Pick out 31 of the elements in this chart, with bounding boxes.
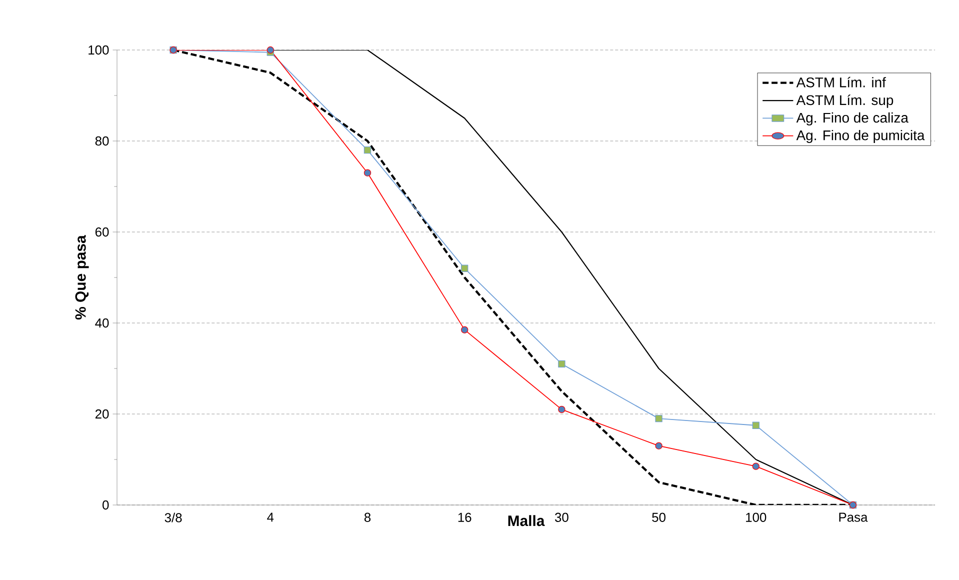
point (655, 442, 662, 450)
legend-label: Ag. Fino de caliza (796, 112, 908, 126)
x-tick-label: 50 (652, 512, 666, 522)
legend-label: Ag. Fino de pumicita (796, 130, 925, 144)
x-axis-title: Malla (508, 515, 545, 526)
x-tick-label: 8 (364, 512, 371, 522)
y-tick-label: 80 (95, 136, 109, 146)
point (364, 146, 372, 154)
point (461, 326, 468, 334)
y-axis-title: % Que pasa (75, 235, 89, 320)
x-tick-label: 4 (267, 512, 274, 522)
point (558, 360, 566, 368)
point (655, 414, 662, 422)
x-tick-label: 30 (554, 512, 568, 522)
x-tick-label: 16 (458, 512, 472, 522)
point (461, 264, 468, 272)
y-tick-label: 100 (88, 45, 109, 55)
point (364, 169, 372, 176)
y-tick-label: 60 (95, 227, 109, 237)
legend-label: ASTM Lím. sup (796, 94, 894, 108)
legend-label: ASTM Lím. inf (796, 76, 886, 88)
point (752, 462, 760, 470)
point (558, 406, 566, 414)
y-tick-label: 40 (95, 318, 109, 328)
x-tick-label: 100 (746, 512, 766, 522)
y-tick-label: 20 (95, 409, 109, 419)
y-tick-label: 0 (102, 500, 109, 510)
x-tick-label: 3/8 (164, 512, 182, 522)
x-tick-label: Pasa (839, 512, 868, 522)
point (266, 46, 274, 54)
point (752, 422, 760, 429)
